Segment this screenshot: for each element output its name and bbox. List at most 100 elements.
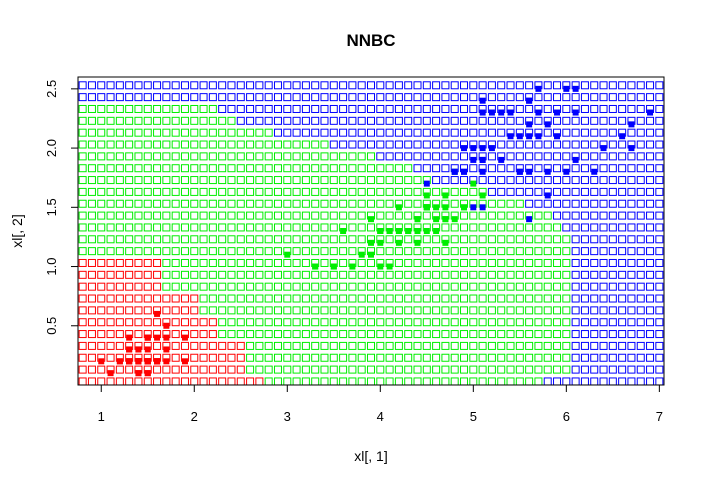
data-point-virginica bbox=[479, 156, 486, 163]
grid-cell-versicolor bbox=[562, 341, 571, 350]
grid-cell-virginica bbox=[636, 164, 645, 173]
data-point-virginica bbox=[554, 109, 561, 116]
grid-cell-versicolor bbox=[450, 330, 459, 339]
grid-cell-setosa bbox=[227, 353, 236, 362]
grid-cell-virginica bbox=[311, 93, 320, 102]
grid-cell-virginica bbox=[646, 187, 655, 196]
grid-cell-versicolor bbox=[478, 353, 487, 362]
data-point-virginica bbox=[461, 168, 468, 175]
grid-cell-setosa bbox=[115, 306, 124, 315]
grid-cell-virginica bbox=[599, 93, 608, 102]
grid-cell-versicolor bbox=[413, 282, 422, 291]
grid-cell-virginica bbox=[608, 152, 617, 161]
grid-cell-virginica bbox=[264, 104, 273, 113]
grid-cell-virginica bbox=[311, 104, 320, 113]
grid-cell-virginica bbox=[441, 128, 450, 137]
data-point-virginica bbox=[535, 133, 542, 140]
grid-cell-virginica bbox=[646, 176, 655, 185]
grid-cell-versicolor bbox=[367, 377, 375, 386]
grid-cell-versicolor bbox=[227, 294, 236, 303]
grid-cell-virginica bbox=[590, 353, 599, 362]
grid-cell-versicolor bbox=[301, 152, 310, 161]
grid-cell-versicolor bbox=[255, 223, 264, 232]
grid-cell-versicolor bbox=[478, 270, 487, 279]
data-point-versicolor bbox=[386, 263, 393, 270]
grid-cell-versicolor bbox=[422, 330, 431, 339]
grid-cell-virginica bbox=[394, 152, 403, 161]
grid-cell-versicolor bbox=[385, 365, 394, 374]
grid-cell-versicolor bbox=[376, 176, 385, 185]
grid-cell-virginica bbox=[655, 152, 664, 161]
grid-cell-versicolor bbox=[376, 187, 385, 196]
grid-cell-versicolor bbox=[348, 306, 357, 315]
grid-cell-virginica bbox=[385, 93, 394, 102]
grid-cell-setosa bbox=[97, 270, 106, 279]
grid-cell-versicolor bbox=[180, 164, 189, 173]
grid-cell-versicolor bbox=[208, 164, 217, 173]
grid-cell-versicolor bbox=[348, 235, 357, 244]
data-point-setosa bbox=[163, 334, 170, 341]
grid-cell-versicolor bbox=[534, 341, 543, 350]
grid-cell-versicolor bbox=[422, 377, 431, 386]
data-point-virginica bbox=[526, 216, 533, 223]
grid-cell-versicolor bbox=[422, 365, 431, 374]
grid-cell-virginica bbox=[636, 199, 645, 208]
grid-cell-versicolor bbox=[171, 282, 180, 291]
grid-cell-virginica bbox=[367, 104, 375, 113]
grid-cell-versicolor bbox=[311, 318, 320, 327]
grid-cell-virginica bbox=[608, 294, 617, 303]
grid-cell-setosa bbox=[190, 365, 199, 374]
grid-cell-virginica bbox=[646, 140, 655, 149]
grid-cell-virginica bbox=[627, 81, 636, 90]
grid-cell-virginica bbox=[646, 258, 655, 267]
grid-cell-virginica bbox=[627, 318, 636, 327]
data-point-virginica bbox=[572, 109, 579, 116]
grid-cell-versicolor bbox=[273, 306, 282, 315]
grid-cell-virginica bbox=[376, 152, 385, 161]
grid-cell-versicolor bbox=[273, 353, 282, 362]
grid-cell-versicolor bbox=[487, 258, 496, 267]
grid-cell-virginica bbox=[534, 152, 543, 161]
grid-cell-versicolor bbox=[143, 187, 152, 196]
grid-cell-versicolor bbox=[153, 235, 162, 244]
data-point-virginica bbox=[498, 156, 505, 163]
grid-cell-versicolor bbox=[218, 199, 227, 208]
x-tick-label: 6 bbox=[563, 409, 570, 424]
grid-cell-virginica bbox=[292, 81, 301, 90]
grid-cell-versicolor bbox=[273, 365, 282, 374]
grid-cell-versicolor bbox=[394, 365, 403, 374]
grid-cell-versicolor bbox=[180, 223, 189, 232]
grid-cell-virginica bbox=[273, 81, 282, 90]
grid-cell-versicolor bbox=[283, 140, 292, 149]
grid-cell-versicolor bbox=[125, 187, 134, 196]
grid-cell-versicolor bbox=[562, 306, 571, 315]
grid-cell-virginica bbox=[478, 81, 487, 90]
grid-cell-versicolor bbox=[301, 294, 310, 303]
grid-cell-versicolor bbox=[301, 199, 310, 208]
grid-cell-versicolor bbox=[376, 211, 385, 220]
grid-cell-versicolor bbox=[441, 247, 450, 256]
grid-cell-virginica bbox=[283, 116, 292, 125]
grid-cell-versicolor bbox=[553, 235, 562, 244]
grid-cell-virginica bbox=[618, 377, 627, 386]
chart-title: NNBC bbox=[346, 31, 395, 50]
grid-cell-virginica bbox=[646, 341, 655, 350]
grid-cell-setosa bbox=[97, 258, 106, 267]
data-point-versicolor bbox=[395, 239, 402, 246]
grid-cell-virginica bbox=[599, 270, 608, 279]
grid-cell-virginica bbox=[236, 93, 245, 102]
grid-cell-virginica bbox=[469, 128, 478, 137]
grid-cell-versicolor bbox=[506, 318, 515, 327]
grid-cell-versicolor bbox=[106, 152, 115, 161]
grid-cell-versicolor bbox=[208, 176, 217, 185]
grid-cell-virginica bbox=[571, 116, 580, 125]
grid-cell-versicolor bbox=[553, 330, 562, 339]
data-point-virginica bbox=[544, 192, 551, 199]
grid-cell-versicolor bbox=[460, 223, 469, 232]
grid-cell-setosa bbox=[143, 318, 152, 327]
grid-cell-virginica bbox=[404, 140, 413, 149]
grid-cell-versicolor bbox=[292, 353, 301, 362]
grid-cell-virginica bbox=[553, 377, 562, 386]
grid-cell-versicolor bbox=[273, 377, 282, 386]
grid-cell-setosa bbox=[218, 377, 227, 386]
